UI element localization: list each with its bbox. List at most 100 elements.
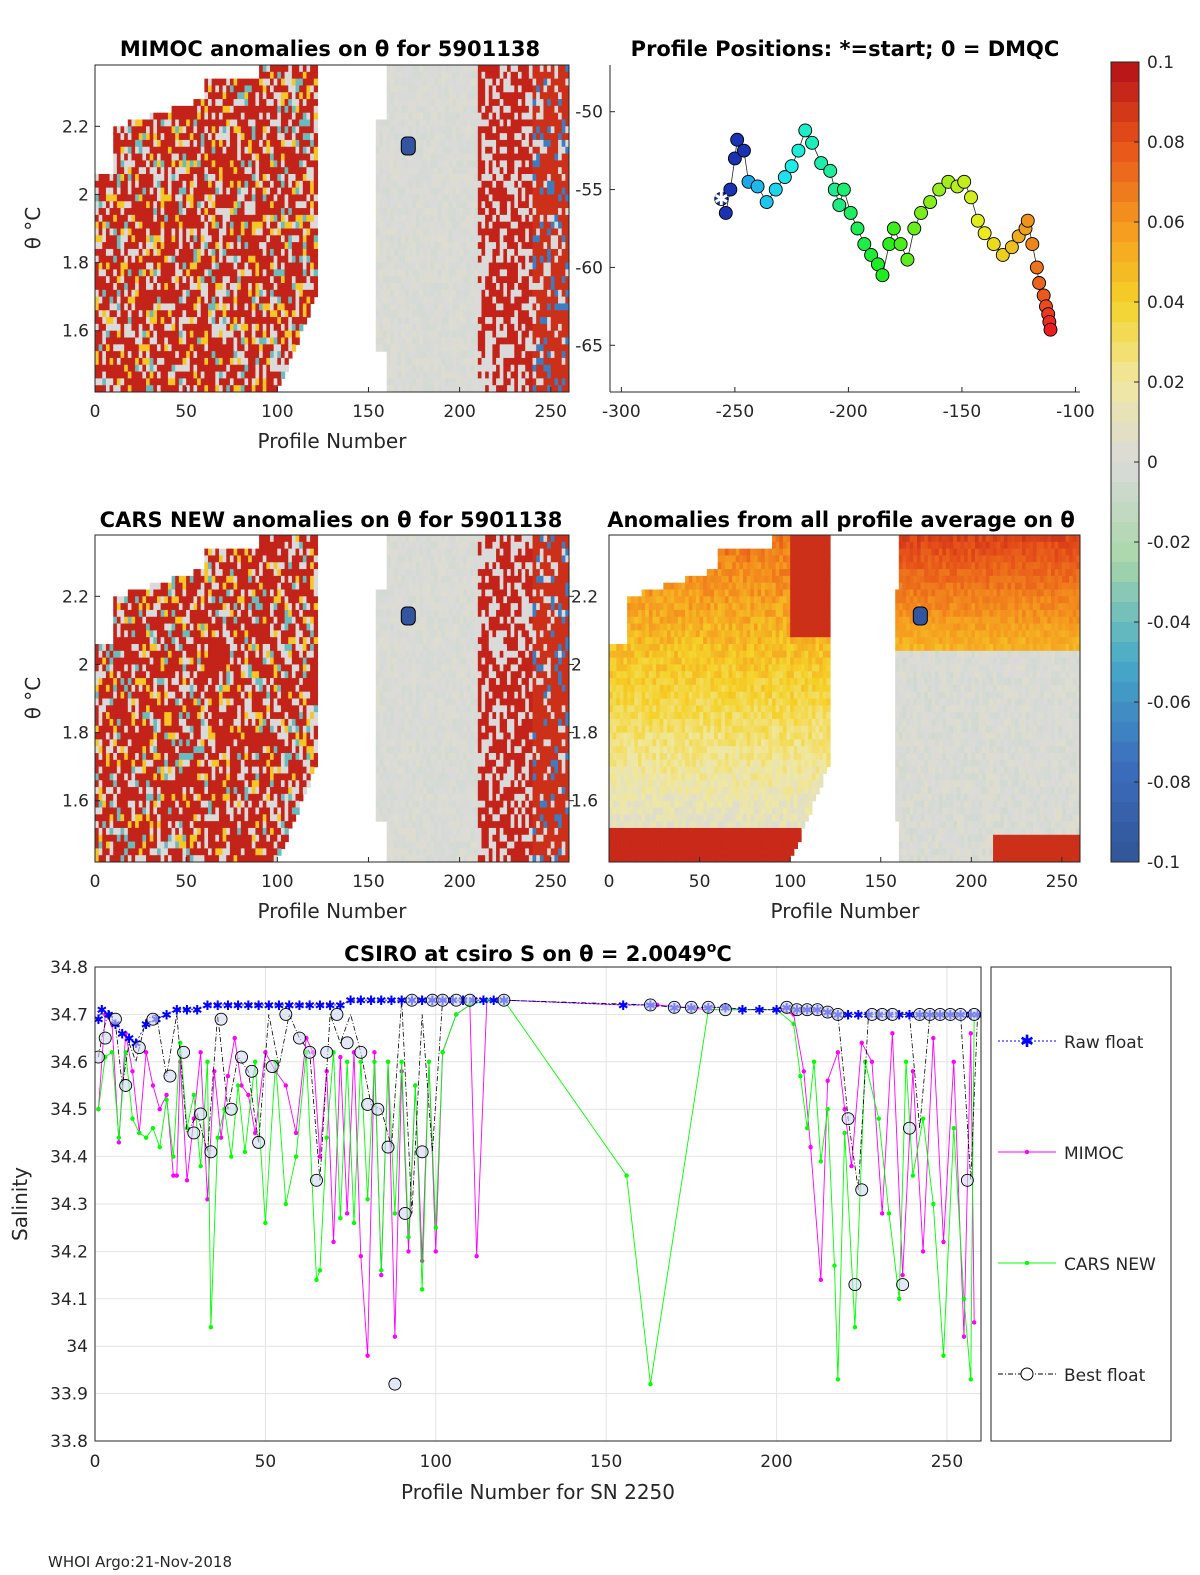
heat-cell bbox=[474, 85, 479, 93]
heat-cell bbox=[142, 289, 147, 298]
heat-cell bbox=[299, 221, 304, 230]
heat-cell bbox=[240, 303, 246, 311]
heat-cell bbox=[404, 303, 410, 311]
heat-cell bbox=[521, 160, 526, 168]
heat-cell bbox=[182, 187, 187, 196]
heat-cell bbox=[492, 351, 497, 359]
heat-cell bbox=[233, 160, 238, 168]
heat-cell bbox=[397, 112, 402, 121]
heat-cell bbox=[525, 180, 530, 189]
heat-cell bbox=[240, 269, 246, 277]
heat-cell bbox=[455, 378, 461, 386]
heat-cell bbox=[124, 174, 129, 182]
heat-cell bbox=[408, 283, 413, 291]
heat-cell bbox=[547, 344, 552, 352]
heat-cell bbox=[156, 228, 162, 236]
heat-cell bbox=[408, 160, 413, 168]
heat-cell bbox=[434, 371, 439, 379]
heat-cell bbox=[397, 85, 402, 93]
heat-cell bbox=[481, 317, 486, 325]
heat-cell bbox=[218, 248, 224, 257]
heat-cell bbox=[496, 283, 501, 291]
heat-cell bbox=[233, 357, 238, 366]
heat-cell bbox=[536, 153, 541, 161]
heat-cell bbox=[536, 242, 541, 250]
heat-cell bbox=[146, 235, 151, 243]
heat-cell bbox=[481, 99, 486, 107]
heat-cell bbox=[393, 92, 399, 100]
heat-cell bbox=[255, 228, 260, 236]
heat-cell bbox=[470, 269, 475, 277]
heat-cell bbox=[116, 351, 122, 359]
heat-cell bbox=[455, 344, 461, 352]
heat-cell bbox=[437, 78, 442, 87]
heat-cell bbox=[561, 221, 566, 230]
heat-cell bbox=[240, 310, 246, 318]
heat-cell bbox=[138, 357, 143, 366]
heat-cell bbox=[558, 283, 563, 291]
heat-cell bbox=[270, 337, 275, 345]
heat-cell bbox=[496, 65, 501, 73]
heat-cell bbox=[488, 201, 494, 209]
heat-cell bbox=[149, 228, 154, 236]
heat-cell bbox=[375, 126, 380, 134]
heat-cell bbox=[423, 330, 428, 339]
heat-cell bbox=[229, 201, 235, 209]
heat-cell bbox=[208, 99, 213, 107]
heat-cell bbox=[233, 126, 238, 134]
heat-cell bbox=[240, 276, 246, 284]
heat-cell bbox=[550, 180, 556, 189]
heat-cell bbox=[160, 242, 165, 250]
heat-cell bbox=[116, 276, 122, 284]
heat-cell bbox=[255, 214, 260, 223]
heat-cell bbox=[470, 99, 475, 107]
heat-cell bbox=[273, 208, 278, 216]
heat-cell bbox=[379, 344, 384, 352]
heat-cell bbox=[393, 385, 399, 392]
heat-cell bbox=[127, 221, 133, 230]
heat-cell bbox=[291, 194, 297, 202]
heat-cell bbox=[116, 167, 122, 175]
heat-cell bbox=[291, 262, 297, 270]
heat-cell bbox=[452, 385, 457, 392]
heat-cell bbox=[532, 276, 537, 284]
heat-cell bbox=[280, 187, 286, 196]
heat-cell bbox=[393, 133, 399, 141]
heat-cell bbox=[255, 187, 260, 196]
heat-cell bbox=[255, 92, 260, 100]
heat-cell bbox=[175, 289, 180, 298]
heat-cell bbox=[226, 194, 231, 202]
heat-cell bbox=[270, 139, 275, 148]
heat-cell bbox=[496, 228, 501, 236]
heat-cell bbox=[251, 228, 257, 236]
heat-cell bbox=[404, 214, 410, 223]
heat-cell bbox=[415, 337, 421, 345]
heat-cell bbox=[445, 92, 450, 100]
heat-cell bbox=[488, 303, 494, 311]
heat-cell bbox=[113, 364, 118, 373]
heat-cell bbox=[459, 133, 464, 141]
heat-cell bbox=[135, 242, 140, 250]
heat-cell bbox=[299, 201, 304, 209]
heat-cell bbox=[470, 153, 475, 161]
heat-cell bbox=[525, 351, 530, 359]
heat-cell bbox=[532, 303, 537, 311]
heat-cell bbox=[262, 187, 267, 196]
heat-cell bbox=[521, 323, 526, 332]
heat-cell bbox=[463, 160, 468, 168]
heat-cell bbox=[525, 85, 530, 93]
heat-cell bbox=[193, 242, 198, 250]
heat-cell bbox=[182, 255, 187, 264]
heat-cell bbox=[211, 133, 216, 141]
heat-cell bbox=[397, 330, 402, 339]
heat-cell bbox=[189, 214, 195, 223]
heat-cell bbox=[532, 330, 537, 339]
heat-cell bbox=[259, 160, 264, 168]
heat-cell bbox=[408, 296, 413, 305]
heat-cell bbox=[452, 153, 457, 161]
heat-cell bbox=[233, 221, 238, 230]
heat-cell bbox=[426, 371, 432, 379]
heat-cell bbox=[284, 146, 289, 155]
heat-cell bbox=[375, 119, 380, 127]
heat-cell bbox=[120, 344, 125, 352]
